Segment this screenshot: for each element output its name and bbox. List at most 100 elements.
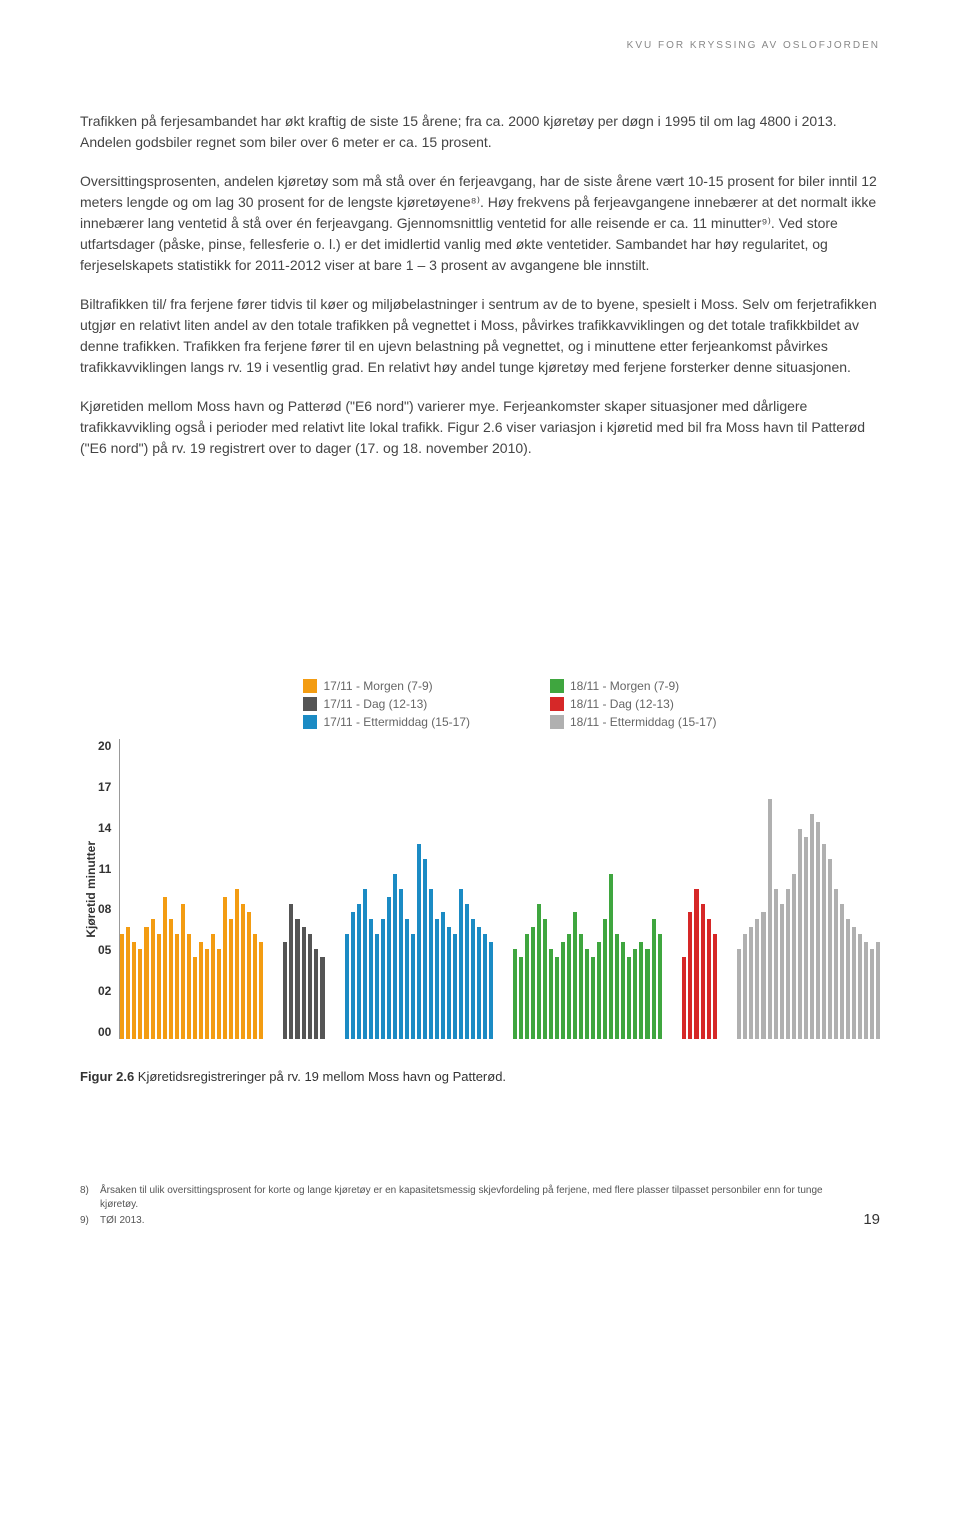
bar [798,829,802,1039]
bar-group [682,739,718,1039]
bar [235,889,239,1039]
bar [645,949,649,1039]
footnotes: 8) Årsaken til ulik oversittingsprosent … [80,1184,880,1230]
bar [549,949,553,1039]
legend-swatch [303,697,317,711]
bar [694,889,698,1039]
bar [314,949,318,1039]
bar [357,904,361,1039]
y-tick: 14 [98,821,111,835]
bar [199,942,203,1040]
bar [840,904,844,1039]
bar [205,949,209,1039]
bar [585,949,589,1039]
y-tick: 08 [98,902,111,916]
bar [211,934,215,1039]
bar [713,934,717,1039]
bar [381,919,385,1039]
bar [749,927,753,1040]
legend-swatch [303,715,317,729]
bar [774,889,778,1039]
footnote-8-text: Årsaken til ulik oversittingsprosent for… [100,1184,843,1212]
bar [289,904,293,1039]
bar [780,904,784,1039]
bar [471,919,475,1039]
bar [308,934,312,1039]
bar [786,889,790,1039]
bar [223,897,227,1040]
bar [489,942,493,1040]
bar-group [737,739,880,1039]
bar [405,919,409,1039]
bar-group [513,739,662,1039]
bar [633,949,637,1039]
footnote-8-num: 8) [80,1184,100,1212]
bar [435,919,439,1039]
bar [181,904,185,1039]
bar [615,934,619,1039]
bar [737,949,741,1039]
bar [682,957,686,1040]
figure-caption: Figur 2.6 Kjøretidsregistreringer på rv.… [80,1069,880,1084]
bar [483,934,487,1039]
legend-label: 17/11 - Ettermiddag (15-17) [323,715,470,729]
bar [163,897,167,1040]
bar [447,927,451,1040]
bar [320,957,324,1040]
y-axis-label: Kjøretid minutter [80,841,98,938]
bar [701,904,705,1039]
body-paragraph-1: Trafikken på ferjesambandet har økt kraf… [80,111,880,153]
bar [591,957,595,1040]
bar [283,942,287,1040]
bar [302,927,306,1040]
bar [345,934,349,1039]
bar [852,927,856,1040]
bar [822,844,826,1039]
bar [187,934,191,1039]
bar [652,919,656,1039]
bar [375,934,379,1039]
bar [247,912,251,1040]
bar [295,919,299,1039]
bar [531,927,535,1040]
y-tick: 11 [98,862,111,876]
bar [603,919,607,1039]
bar [157,934,161,1039]
legend-item: 17/11 - Ettermiddag (15-17) [303,715,470,729]
bar [743,934,747,1039]
chart-plot [119,739,880,1039]
bar [253,934,257,1039]
legend-swatch [550,697,564,711]
bar [804,837,808,1040]
bar [768,799,772,1039]
body-paragraph-2: Oversittingsprosenten, andelen kjøretøy … [80,171,880,276]
bar [417,844,421,1039]
legend-label: 18/11 - Dag (12-13) [570,697,674,711]
bar [792,874,796,1039]
bar-group [345,739,494,1039]
bar [543,919,547,1039]
legend-label: 18/11 - Morgen (7-9) [570,679,679,693]
bar [193,957,197,1040]
bar [229,919,233,1039]
bar [393,874,397,1039]
bar [138,949,142,1039]
bar [120,934,124,1039]
bar [658,934,662,1039]
footnote-9-num: 9) [80,1214,100,1228]
bar [537,904,541,1039]
bar [876,942,880,1040]
bar [477,927,481,1040]
bar [755,919,759,1039]
chart-area: 17/11 - Morgen (7-9)17/11 - Dag (12-13)1… [80,679,880,1084]
figure-caption-text: Kjøretidsregistreringer på rv. 19 mellom… [134,1069,506,1084]
bar-group [120,739,263,1039]
bar [259,942,263,1040]
bar [151,919,155,1039]
bar [870,949,874,1039]
page-number: 19 [843,1209,880,1230]
bar [816,822,820,1040]
legend-swatch [550,679,564,693]
bar [579,934,583,1039]
footnote-9-text: TØI 2013. [100,1214,144,1228]
